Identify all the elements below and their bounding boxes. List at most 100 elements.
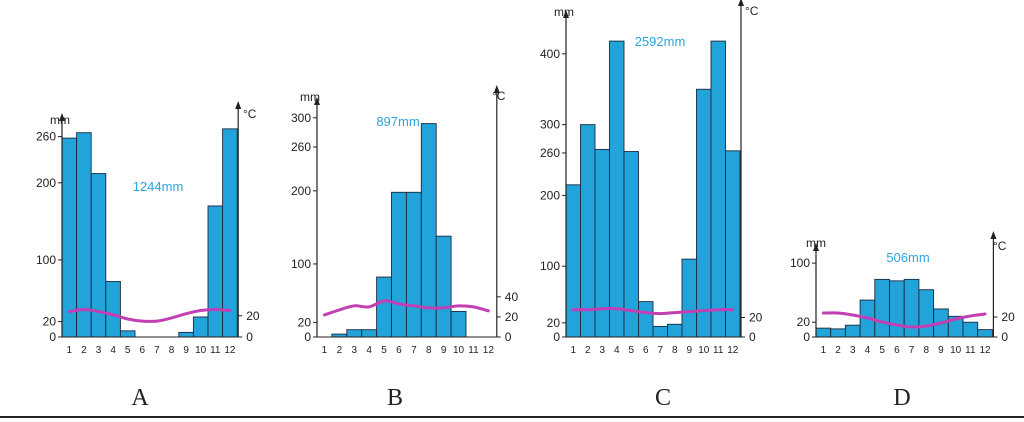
chart-c-x-tick-10: 10 — [698, 345, 710, 356]
chart-c-y-tick-400: 400 — [540, 47, 560, 61]
chart-a-t-unit: °C — [243, 107, 257, 121]
chart-b-right-axis-arrow — [493, 85, 500, 93]
chart-c-x-tick-7: 7 — [657, 345, 663, 356]
chart-a-t-tick-20: 20 — [246, 309, 260, 323]
chart-b-x-tick-4: 4 — [366, 345, 372, 356]
chart-c-y-tick-300: 300 — [540, 118, 560, 132]
chart-a-panel-label: A — [131, 385, 149, 411]
chart-b-x-tick-7: 7 — [411, 345, 417, 356]
chart-c-x-tick-8: 8 — [672, 345, 678, 356]
chart-a-x-tick-6: 6 — [140, 345, 146, 356]
chart-d-right-axis-arrow — [990, 231, 997, 239]
chart-b-total-label: 897mm — [376, 114, 419, 129]
chart-b-x-tick-12: 12 — [483, 345, 495, 356]
chart-d-x-tick-5: 5 — [879, 345, 885, 356]
chart-c-bar-1 — [565, 184, 581, 338]
chart-a-total-label: 1244mm — [133, 179, 184, 194]
chart-a-right-axis-arrow — [235, 101, 242, 109]
chart-c-t-tick-20: 20 — [749, 310, 763, 324]
chart-d-x-tick-11: 11 — [965, 345, 976, 356]
chart-b-y-unit: mm — [300, 90, 320, 104]
chart-d-t-unit: °C — [993, 239, 1007, 253]
chart-d-temperature-line — [821, 311, 987, 329]
chart-a-y-tick-0: 0 — [49, 330, 56, 344]
chart-c-x-tick-6: 6 — [643, 345, 649, 356]
chart-b-bar-9 — [435, 235, 452, 338]
chart-d-x-tick-8: 8 — [923, 345, 929, 356]
chart-d-bar-8 — [918, 289, 935, 338]
chart-c-y-unit: mm — [554, 5, 574, 19]
chart-c-t-tick-0: 0 — [749, 330, 756, 344]
chart-b-x-tick-8: 8 — [426, 345, 432, 356]
chart-a-t-tick-0: 0 — [246, 330, 253, 344]
chart-b-x-tick-2: 2 — [337, 345, 343, 356]
chart-d-x-tick-2: 2 — [835, 345, 841, 356]
chart-b-bar-3 — [346, 329, 363, 338]
chart-c-y-tick-20: 20 — [547, 316, 561, 330]
chart-a-left-axis-arrow — [59, 113, 65, 121]
chart-c-y-tick-200: 200 — [540, 188, 560, 202]
chart-d-x-tick-4: 4 — [865, 345, 871, 356]
chart-a-x-tick-7: 7 — [154, 345, 160, 356]
chart-a-bar-12 — [222, 128, 238, 338]
chart-a-bar-2 — [76, 132, 92, 338]
chart-c-x-tick-5: 5 — [628, 345, 634, 356]
chart-a-x-tick-4: 4 — [110, 345, 116, 356]
chart-c-bar-9 — [681, 258, 697, 338]
chart-c-x-tick-11: 11 — [713, 345, 724, 356]
chart-c-bar-8 — [667, 323, 683, 338]
chart-d-y-unit: mm — [806, 236, 826, 250]
chart-d-x-tick-7: 7 — [909, 345, 915, 356]
chart-b-bar-8 — [420, 123, 437, 338]
chart-c-x-tick-1: 1 — [570, 345, 576, 356]
chart-a-y-tick-260: 260 — [36, 130, 56, 144]
chart-b-bar-4 — [361, 329, 378, 338]
chart-c-total-label: 2592mm — [635, 34, 686, 49]
chart-b-y-tick-200: 200 — [291, 184, 311, 198]
chart-b-t-tick-0: 0 — [505, 330, 512, 344]
chart-c-x-tick-12: 12 — [727, 345, 739, 356]
chart-b-panel-label: B — [387, 385, 403, 411]
chart-a-x-tick-1: 1 — [67, 345, 73, 356]
chart-a-y-tick-20: 20 — [43, 315, 57, 329]
chart-a-x-tick-8: 8 — [169, 345, 175, 356]
chart-d-t-tick-20: 20 — [1001, 310, 1015, 324]
chart-a-x-tick-12: 12 — [224, 345, 236, 356]
chart-b-bar-7 — [405, 191, 422, 338]
chart-b-bar-6 — [391, 191, 407, 338]
chart-a-bar-9 — [178, 331, 194, 338]
chart-b-x-tick-3: 3 — [351, 345, 357, 356]
chart-d-bar-11 — [962, 321, 979, 338]
chart-a-bar-11 — [207, 205, 224, 338]
chart-d-t-tick-0: 0 — [1001, 330, 1008, 344]
chart-a-y-tick-200: 200 — [36, 176, 56, 190]
chart-d-total-label: 506mm — [886, 250, 929, 265]
chart-b-y-tick-300: 300 — [291, 111, 311, 125]
chart-b-y-tick-20: 20 — [298, 315, 312, 329]
chart-a-bar-5 — [119, 330, 136, 338]
chart-d-x-tick-6: 6 — [894, 345, 900, 356]
chart-a-y-tick-100: 100 — [36, 253, 56, 267]
chart-c-temperature-line — [571, 307, 735, 316]
chart-b-temperature-line — [322, 299, 490, 317]
chart-d-y-tick-0: 0 — [803, 330, 810, 344]
chart-b-y-tick-0: 0 — [304, 330, 311, 344]
chart-c-bar-2 — [580, 124, 596, 338]
chart-c-left-axis-arrow — [563, 10, 569, 18]
chart-c-panel-label: C — [655, 385, 671, 411]
chart-b-y-tick-100: 100 — [291, 257, 311, 271]
chart-b-y-tick-260: 260 — [291, 140, 311, 154]
chart-b-x-tick-10: 10 — [453, 345, 465, 356]
chart-a-x-tick-2: 2 — [81, 345, 87, 356]
chart-b-x-tick-6: 6 — [396, 345, 402, 356]
chart-c-x-tick-9: 9 — [686, 345, 692, 356]
chart-d-y-tick-20: 20 — [797, 315, 811, 329]
chart-b-t-unit: °C — [492, 89, 506, 103]
chart-b-t-tick-40: 40 — [505, 290, 519, 304]
chart-a-x-tick-9: 9 — [183, 345, 189, 356]
chart-c-right-axis-arrow — [738, 0, 744, 6]
chart-c-bar-7 — [652, 325, 668, 338]
chart-a-bar-1 — [61, 137, 78, 338]
